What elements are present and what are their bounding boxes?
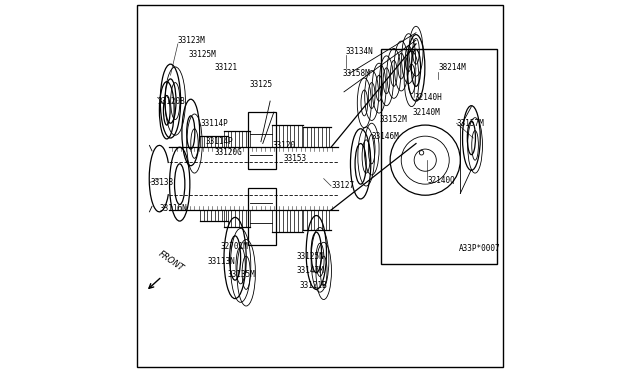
Text: 33120G: 33120G <box>215 148 243 157</box>
Text: 32140M: 32140M <box>412 108 440 117</box>
Text: 33120B: 33120B <box>157 97 186 106</box>
Text: 33134N: 33134N <box>346 47 374 56</box>
Text: 33116N: 33116N <box>159 203 187 213</box>
Text: 33127: 33127 <box>331 182 354 190</box>
Text: 33157M: 33157M <box>456 119 484 128</box>
Text: 33158M: 33158M <box>342 69 370 78</box>
Text: 33125M: 33125M <box>189 51 217 60</box>
Text: 33125: 33125 <box>250 80 273 89</box>
Text: FRONT: FRONT <box>157 249 186 273</box>
Text: 32140Q: 32140Q <box>427 176 455 185</box>
Text: 32140H: 32140H <box>414 93 442 102</box>
Text: 38214M: 38214M <box>438 63 466 72</box>
Bar <box>248 188 276 245</box>
Text: 33113N: 33113N <box>207 257 235 266</box>
Text: 33123M: 33123M <box>178 36 205 45</box>
Text: 33121: 33121 <box>215 63 238 72</box>
Text: 33147M: 33147M <box>296 266 324 275</box>
Bar <box>248 112 276 169</box>
Text: 33152M: 33152M <box>379 115 407 124</box>
Text: 33138: 33138 <box>150 178 173 187</box>
Text: 33121B: 33121B <box>300 281 328 290</box>
Text: 33114P: 33114P <box>200 119 228 128</box>
Text: 33114P: 33114P <box>205 137 234 146</box>
Bar <box>381 49 497 263</box>
Text: 33120: 33120 <box>272 141 295 150</box>
Text: A33P*0007: A33P*0007 <box>458 244 500 253</box>
Text: 32701M: 32701M <box>220 243 248 251</box>
Text: 33135M: 33135M <box>228 270 255 279</box>
Text: 33146M: 33146M <box>372 132 399 141</box>
Text: 33125N: 33125N <box>296 251 324 261</box>
Text: 33153: 33153 <box>283 154 306 163</box>
